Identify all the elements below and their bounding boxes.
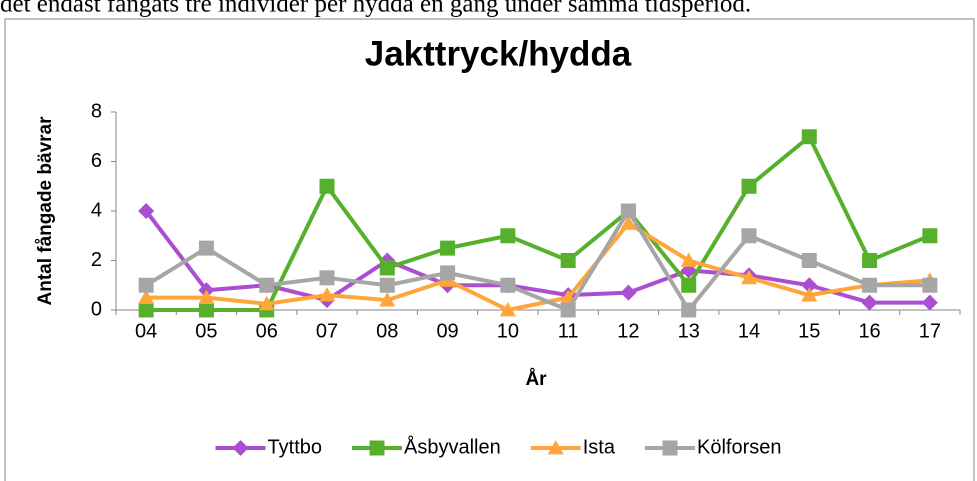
marker — [499, 302, 516, 317]
marker — [379, 277, 395, 293]
x-tick-label: 09 — [436, 320, 458, 342]
x-tick-label: 11 — [558, 320, 579, 342]
marker — [681, 302, 697, 318]
y-tick-label: 4 — [91, 199, 102, 221]
x-tick-label: 04 — [135, 320, 157, 342]
marker — [801, 253, 817, 268]
x-tick-label: 07 — [316, 320, 338, 342]
marker — [379, 260, 395, 276]
x-axis-label: År — [525, 369, 547, 390]
x-tick-label: 16 — [858, 320, 880, 342]
marker — [801, 129, 817, 145]
marker — [547, 440, 564, 455]
marker — [500, 277, 516, 293]
marker — [801, 277, 818, 294]
marker — [620, 203, 636, 219]
marker — [801, 287, 818, 302]
legend-label: Ista — [583, 436, 616, 458]
y-axis-label: Antal fångade bävrar — [35, 116, 56, 306]
marker — [440, 240, 456, 256]
marker — [198, 302, 214, 318]
x-tick-label: 05 — [195, 320, 217, 342]
marker — [662, 440, 678, 456]
x-tick-label: 15 — [798, 320, 820, 342]
marker — [681, 277, 697, 293]
marker — [369, 440, 385, 456]
marker — [138, 302, 154, 318]
marker — [680, 252, 697, 267]
marker — [319, 270, 335, 286]
marker — [319, 287, 335, 302]
legend-label: Tyttbo — [268, 436, 322, 458]
caption: det endast fångats tre individer per hyd… — [0, 0, 751, 18]
marker — [138, 203, 155, 219]
x-tick-label: 12 — [617, 320, 639, 342]
marker — [741, 178, 757, 194]
marker — [319, 178, 335, 194]
marker — [259, 277, 275, 293]
x-tick-label: 13 — [678, 320, 700, 342]
marker — [921, 294, 938, 311]
legend-label: Kölforsen — [697, 436, 782, 458]
marker — [861, 294, 878, 311]
y-tick-label: 6 — [91, 150, 102, 172]
marker — [741, 269, 757, 285]
marker — [560, 253, 576, 268]
x-tick-label: 10 — [497, 320, 519, 342]
marker — [741, 228, 757, 244]
chart-frame — [4, 18, 975, 481]
series-line — [145, 209, 930, 312]
marker — [198, 289, 215, 305]
legend-label: Åsbyvallen — [404, 435, 501, 458]
marker — [258, 295, 275, 311]
chart-title: Jakttryck/hydda — [365, 34, 632, 73]
y-tick-label: 8 — [91, 100, 102, 122]
marker — [379, 292, 396, 307]
x-tick-label: 08 — [376, 320, 398, 342]
marker — [198, 240, 214, 256]
marker — [862, 277, 878, 293]
x-tick-label: 17 — [919, 320, 941, 342]
marker — [138, 277, 154, 293]
marker — [922, 277, 938, 293]
marker — [500, 228, 516, 244]
x-tick-label: 06 — [256, 320, 278, 342]
series-line — [146, 221, 931, 312]
legend: Tyttbo Åsbyvallen Ista Kölforsen — [215, 435, 782, 458]
y-tick-label: 2 — [91, 249, 102, 271]
marker — [862, 253, 878, 268]
y-tick-label: 0 — [91, 298, 102, 320]
marker — [620, 284, 637, 301]
marker — [138, 289, 155, 305]
marker — [922, 228, 938, 244]
marker — [560, 302, 576, 318]
x-tick-label: 14 — [738, 320, 760, 342]
series-line — [146, 134, 931, 312]
marker — [620, 215, 637, 230]
marker — [440, 265, 456, 281]
marker — [232, 440, 249, 456]
